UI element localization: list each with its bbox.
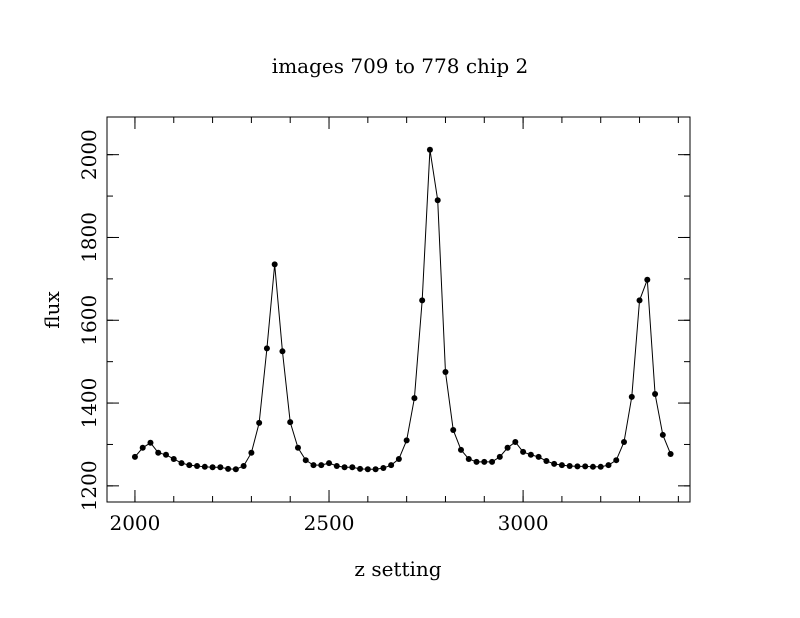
data-point (520, 448, 527, 455)
y-axis-label: flux (40, 291, 64, 329)
data-point (326, 460, 333, 467)
data-point (131, 453, 138, 460)
data-point (271, 261, 278, 268)
data-point (341, 464, 348, 471)
data-point (279, 348, 286, 355)
data-point (582, 463, 589, 470)
data-point (372, 466, 379, 473)
y-tick-label: 1800 (77, 212, 101, 263)
data-point (636, 297, 643, 304)
data-point (232, 466, 239, 473)
data-point (489, 458, 496, 465)
plot-frame (106, 116, 691, 503)
data-point (263, 345, 270, 352)
data-point (194, 462, 201, 469)
data-point (481, 458, 488, 465)
data-point (388, 462, 395, 469)
data-point (349, 464, 356, 471)
data-point (178, 460, 185, 467)
data-point (209, 464, 216, 471)
data-point (597, 463, 604, 470)
data-point (411, 395, 418, 402)
x-tick-label: 2000 (109, 511, 160, 535)
data-point (139, 444, 146, 451)
data-point (659, 431, 666, 438)
x-axis-label: z setting (354, 557, 441, 581)
data-point (419, 297, 426, 304)
data-point (170, 455, 177, 462)
data-point (512, 438, 519, 445)
data-point (504, 444, 511, 451)
data-point (652, 390, 659, 397)
data-point (248, 449, 255, 456)
data-point (395, 455, 402, 462)
data-point (589, 463, 596, 470)
data-point (605, 462, 612, 469)
data-point (457, 446, 464, 453)
data-point (217, 464, 224, 471)
data-point (527, 451, 534, 458)
y-tick-label: 1400 (77, 378, 101, 429)
data-point (318, 462, 325, 469)
data-line (134, 149, 672, 470)
data-point (450, 426, 457, 433)
chart-title: images 709 to 778 chip 2 (272, 54, 528, 78)
data-point (310, 462, 317, 469)
data-point (434, 197, 441, 204)
data-point (380, 465, 387, 472)
data-point (147, 439, 154, 446)
data-point (558, 462, 565, 469)
data-point (287, 419, 294, 426)
data-point (186, 462, 193, 469)
y-tick-label: 2000 (77, 129, 101, 180)
data-point (426, 146, 433, 153)
data-point (201, 463, 208, 470)
data-point (256, 419, 263, 426)
data-point (473, 458, 480, 465)
data-point (364, 466, 371, 473)
data-point (294, 444, 301, 451)
data-point (333, 462, 340, 469)
data-point (465, 455, 472, 462)
data-point (621, 438, 628, 445)
data-point (162, 451, 169, 458)
data-point (644, 276, 651, 283)
data-point (574, 463, 581, 470)
data-point (225, 465, 232, 472)
y-tick-label: 1600 (77, 295, 101, 346)
data-point (302, 457, 309, 464)
y-tick-label: 1200 (77, 460, 101, 511)
data-point (535, 453, 542, 460)
x-tick-label: 3000 (498, 511, 549, 535)
data-point (667, 450, 674, 457)
data-point (496, 453, 503, 460)
data-point (566, 462, 573, 469)
data-point (155, 449, 162, 456)
data-point (240, 462, 247, 469)
data-point (613, 457, 620, 464)
data-point (442, 369, 449, 376)
data-point (628, 393, 635, 400)
data-point (551, 460, 558, 467)
data-point (543, 458, 550, 465)
x-tick-label: 2500 (304, 511, 355, 535)
data-point (357, 465, 364, 472)
data-point (403, 437, 410, 444)
